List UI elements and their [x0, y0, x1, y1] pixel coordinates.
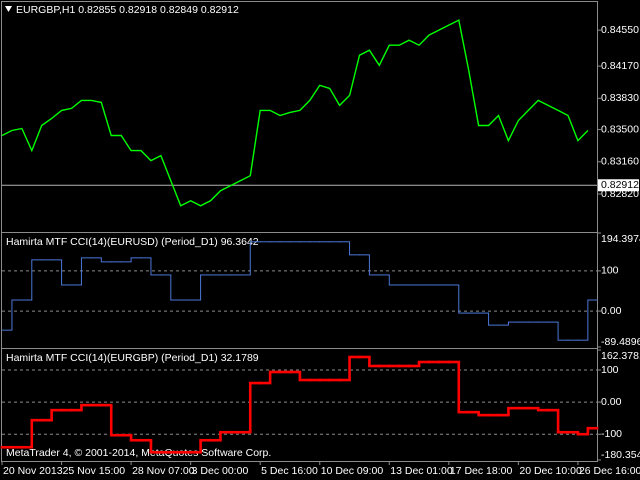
y-tick-label: 100	[601, 265, 619, 277]
x-tick-label: 25 Nov 15:00	[63, 465, 126, 477]
x-tick-label: 3 Dec 00:00	[192, 465, 249, 477]
x-tick-label: 28 Nov 07:00	[132, 465, 195, 477]
x-tick-label: 20 Dec 10:00	[519, 465, 582, 477]
copyright: MetaTrader 4, © 2001-2014, MetaQuotes So…	[6, 447, 271, 459]
y-tick-label: 100	[601, 364, 619, 376]
y-tick-label: 0.00	[601, 305, 622, 317]
y-tick-label: 0.83830	[601, 92, 639, 104]
y-tick-label: -100	[601, 428, 622, 440]
y-tick-label: 0.00	[601, 396, 622, 408]
indicator-title: Hamirta MTF CCI(14)(EURUSD) (Period_D1) …	[6, 236, 259, 248]
y-tick-label: 0.84170	[601, 60, 639, 72]
plot-frame	[1, 1, 598, 462]
indicator-title: Hamirta MTF CCI(14)(EURGBP) (Period_D1) …	[6, 352, 259, 364]
frame	[1, 1, 598, 462]
x-tick-label: 10 Dec 09:00	[321, 465, 384, 477]
x-tick-label: 13 Dec 01:00	[390, 465, 453, 477]
x-tick-label: 5 Dec 16:00	[261, 465, 318, 477]
y-tick-label: -89.4896	[601, 336, 640, 348]
y-tick-label: 194.3974	[601, 233, 640, 245]
x-tick-label: 17 Dec 18:00	[450, 465, 513, 477]
y-tick-label: -180.3541	[601, 449, 640, 461]
current-price-box	[598, 179, 639, 192]
x-tick-label: 20 Nov 2013	[3, 465, 63, 477]
price-line	[1, 19, 589, 207]
chart-title: EURGBP,H1 0.82855 0.82918 0.82849 0.8291…	[16, 4, 239, 16]
symbol-icon	[5, 6, 12, 12]
y-tick-label: 0.83500	[601, 123, 639, 135]
y-tick-label: 0.83160	[601, 156, 639, 168]
current-price-label: 0.82912	[601, 179, 639, 191]
x-tick-label: 26 Dec 16:00	[579, 465, 640, 477]
y-tick-label: 0.84550	[601, 24, 639, 36]
